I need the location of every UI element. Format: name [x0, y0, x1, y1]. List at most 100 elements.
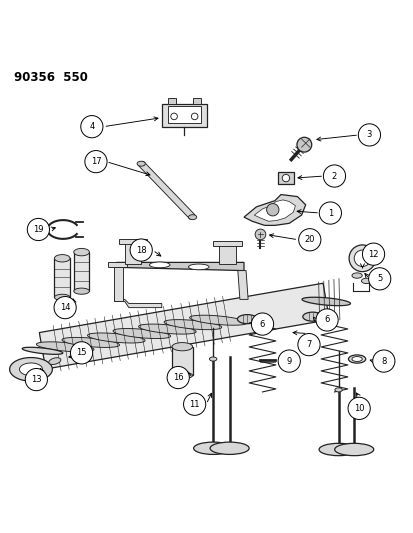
- Polygon shape: [277, 172, 294, 184]
- Circle shape: [282, 174, 289, 182]
- Circle shape: [296, 138, 311, 152]
- Circle shape: [368, 268, 390, 290]
- Text: 3: 3: [366, 131, 371, 140]
- Ellipse shape: [351, 357, 361, 361]
- Circle shape: [297, 334, 319, 356]
- Ellipse shape: [302, 312, 322, 321]
- Circle shape: [130, 239, 152, 261]
- Polygon shape: [54, 259, 70, 297]
- Ellipse shape: [172, 343, 192, 351]
- Polygon shape: [168, 106, 200, 123]
- Ellipse shape: [209, 357, 216, 361]
- Text: 15: 15: [76, 349, 87, 357]
- Circle shape: [315, 309, 337, 331]
- Circle shape: [266, 204, 278, 216]
- Text: 11: 11: [189, 400, 199, 409]
- Text: 4: 4: [89, 122, 94, 131]
- Circle shape: [254, 229, 265, 240]
- Ellipse shape: [172, 372, 192, 379]
- Polygon shape: [168, 98, 176, 104]
- Polygon shape: [116, 262, 243, 271]
- Ellipse shape: [351, 273, 361, 278]
- Text: 9: 9: [286, 357, 291, 366]
- Ellipse shape: [137, 161, 145, 166]
- Ellipse shape: [74, 248, 89, 256]
- Polygon shape: [124, 242, 141, 264]
- Polygon shape: [74, 252, 89, 291]
- Ellipse shape: [348, 245, 375, 272]
- Circle shape: [298, 229, 320, 251]
- Text: 14: 14: [60, 303, 70, 312]
- Text: 17: 17: [90, 157, 101, 166]
- Text: 12: 12: [368, 249, 378, 259]
- Ellipse shape: [334, 443, 373, 456]
- Polygon shape: [172, 346, 192, 375]
- Circle shape: [347, 397, 369, 419]
- Text: 2: 2: [331, 172, 336, 181]
- Polygon shape: [219, 244, 235, 264]
- Polygon shape: [164, 320, 221, 330]
- Circle shape: [27, 219, 50, 240]
- Polygon shape: [114, 300, 161, 308]
- Polygon shape: [189, 315, 247, 325]
- Ellipse shape: [193, 442, 232, 455]
- Text: 13: 13: [31, 375, 42, 384]
- Polygon shape: [62, 337, 119, 348]
- Text: 10: 10: [353, 404, 363, 413]
- Text: 6: 6: [259, 320, 265, 328]
- Circle shape: [318, 202, 341, 224]
- Polygon shape: [243, 195, 305, 225]
- Circle shape: [278, 350, 299, 372]
- Text: 6: 6: [324, 316, 329, 325]
- Polygon shape: [39, 283, 329, 369]
- Ellipse shape: [334, 388, 342, 392]
- Text: 16: 16: [173, 373, 183, 382]
- Text: 90356  550: 90356 550: [14, 71, 88, 84]
- Polygon shape: [118, 239, 147, 244]
- Circle shape: [323, 165, 345, 187]
- Circle shape: [81, 116, 103, 138]
- Ellipse shape: [354, 250, 370, 266]
- Circle shape: [171, 113, 177, 120]
- Polygon shape: [114, 266, 122, 302]
- Circle shape: [251, 313, 273, 335]
- Circle shape: [358, 124, 380, 146]
- Ellipse shape: [318, 443, 357, 456]
- Circle shape: [191, 113, 197, 120]
- Text: 1: 1: [327, 208, 332, 217]
- Ellipse shape: [361, 278, 371, 284]
- Ellipse shape: [54, 255, 70, 262]
- Circle shape: [85, 150, 107, 173]
- Polygon shape: [138, 324, 196, 334]
- Circle shape: [361, 243, 384, 265]
- Polygon shape: [301, 297, 350, 305]
- Polygon shape: [192, 98, 200, 104]
- Polygon shape: [161, 104, 206, 127]
- Ellipse shape: [188, 264, 209, 270]
- Circle shape: [25, 368, 47, 391]
- Polygon shape: [113, 328, 170, 338]
- Circle shape: [183, 393, 205, 415]
- Ellipse shape: [74, 288, 89, 294]
- Ellipse shape: [209, 442, 249, 455]
- Ellipse shape: [149, 262, 170, 268]
- Circle shape: [70, 342, 93, 364]
- Text: 20: 20: [304, 235, 314, 244]
- Ellipse shape: [188, 215, 196, 220]
- Text: 5: 5: [376, 274, 382, 284]
- Text: 19: 19: [33, 225, 43, 234]
- Circle shape: [372, 350, 394, 372]
- Polygon shape: [36, 342, 94, 352]
- Polygon shape: [87, 333, 145, 343]
- Polygon shape: [9, 358, 52, 381]
- Ellipse shape: [49, 358, 61, 365]
- Ellipse shape: [348, 355, 365, 363]
- Polygon shape: [237, 271, 247, 300]
- Circle shape: [54, 296, 76, 319]
- Polygon shape: [254, 200, 295, 221]
- Circle shape: [167, 366, 189, 389]
- Polygon shape: [138, 161, 195, 220]
- Text: 18: 18: [135, 246, 146, 255]
- Polygon shape: [19, 363, 43, 376]
- Polygon shape: [22, 348, 63, 354]
